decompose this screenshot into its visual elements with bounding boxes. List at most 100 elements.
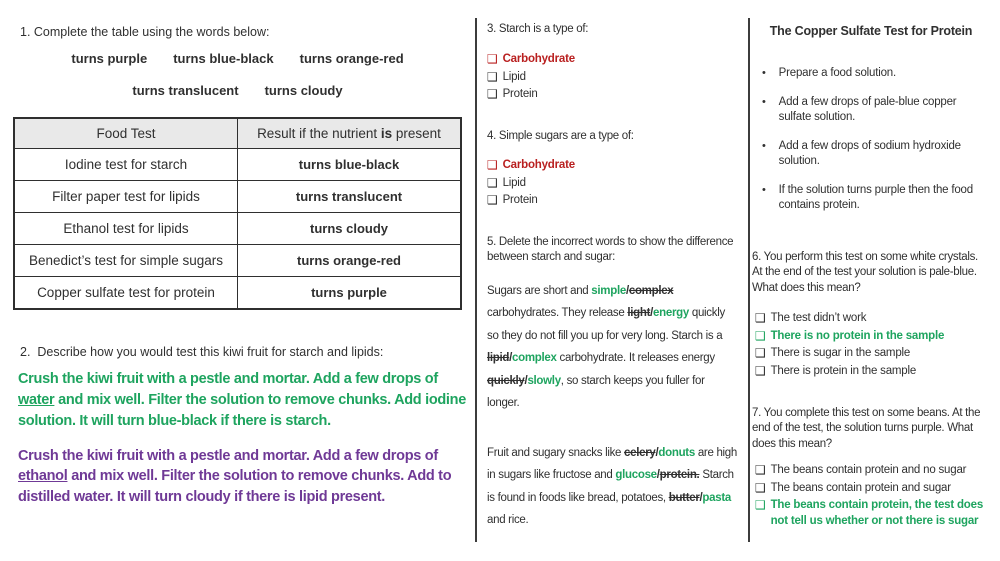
text-segment: light [627, 307, 651, 320]
bullet-icon: • [762, 67, 766, 79]
checkbox-icon: ❑ [755, 311, 766, 325]
text-segment: / [656, 469, 660, 482]
checkbox-option-label: Lipid [502, 70, 527, 83]
text-segment: carbohydrate. It releases energy [556, 352, 716, 365]
text-segment: / [509, 352, 513, 365]
table-header-food-test: Food Test [13, 117, 238, 149]
text-segment: pasta [702, 491, 731, 504]
checkbox-option: ❑ There is protein in the sample [755, 364, 990, 380]
checkbox-option-label: Carbohydrate [502, 53, 576, 65]
checkbox-icon: ❑ [755, 498, 766, 513]
text-segment: and mix well. Filter the solution to rem… [18, 468, 452, 505]
checkbox-icon: ❑ [487, 158, 498, 172]
bullet-text: If the solution turns purple then the fo… [778, 183, 973, 212]
q5-paragraph-2: Fruit and sugary snacks like celery/donu… [487, 442, 739, 532]
checkbox-option: ❑ The test didn’t work [755, 311, 990, 327]
text-segment: Crush the kiwi fruit with a pestle and m… [18, 448, 438, 464]
q5-paragraph-1: Sugars are short and simple/complex carb… [487, 280, 739, 415]
checkbox-icon: ❑ [755, 463, 766, 477]
word-bank-item: turns purple [71, 51, 148, 66]
bullet-item: • Add a few drops of sodium hydroxide sol… [762, 139, 988, 170]
table-cell-result: turns translucent [237, 180, 462, 213]
word-bank-item: turns orange-red [299, 51, 404, 66]
bullet-item: • Prepare a food solution. [762, 66, 988, 82]
checkbox-icon: ❑ [755, 328, 766, 343]
bullet-icon: • [762, 183, 766, 196]
protein-panel-bullets: • Prepare a food solution. • Add a few drop… [762, 66, 988, 227]
text-segment: Fruit and sugary snacks like [487, 447, 625, 459]
table-row: Copper sulfate test for protein turns pur… [13, 276, 462, 310]
checkbox-option: ❑ There is no protein in the sample [755, 329, 990, 345]
q7-prompt: 7. You complete this test on some beans.… [752, 407, 981, 450]
text-segment: energy [653, 307, 689, 320]
table-cell-food-test: Copper sulfate test for protein [13, 276, 238, 310]
q2-answer-starch: Crush the kiwi fruit with a pestle and m… [18, 369, 470, 432]
q4-options: ❑ Carbohydrate ❑ Lipid ❑ Protein [487, 158, 737, 211]
text-segment: present [392, 126, 441, 141]
table-body: Iodine test for starch turns blue-black Fi… [13, 148, 462, 310]
q1-prompt: 1. Complete the table using the words be… [20, 25, 270, 39]
table-cell-food-test: Benedict’s test for simple sugars [13, 244, 238, 277]
column-divider-left [475, 18, 477, 542]
table-header-row: Food Test Result if the nutrient is pres… [13, 117, 462, 149]
text-segment: , so starch keeps you fuller for longer. [487, 374, 705, 410]
text-segment: and mix well. Filter the solution to rem… [18, 392, 466, 430]
table-row: Iodine test for starch turns blue-black [13, 148, 462, 181]
q3-options: ❑ Carbohydrate ❑ Lipid ❑ Protein [487, 52, 737, 105]
text-segment: complex [512, 352, 557, 365]
text-segment: celery [624, 447, 656, 459]
checkbox-option-label: Carbohydrate [502, 159, 576, 171]
protein-panel-title: The Copper Sulfate Test for Protein [769, 24, 973, 38]
checkbox-icon: ❑ [755, 363, 766, 378]
text-segment: Result if the nutrient [257, 126, 381, 141]
bullet-item: • If the solution turns purple then the f… [762, 183, 988, 214]
checkbox-option-label: The beans contain protein, the test does… [770, 499, 984, 527]
checkbox-option: ❑ There is sugar in the sample [755, 346, 990, 362]
checkbox-option: ❑ Protein [487, 87, 737, 103]
text-segment: / [655, 447, 659, 459]
q6-options: ❑ The test didn’t work ❑ There is no protei… [755, 311, 990, 381]
text-segment: Sugars are short and [487, 285, 592, 297]
text-segment: donuts [658, 447, 695, 459]
bullet-icon: • [762, 139, 766, 152]
text-segment: water [18, 392, 55, 409]
checkbox-icon: ❑ [755, 480, 766, 495]
text-segment: / [524, 374, 528, 387]
table-cell-result: turns cloudy [237, 212, 462, 245]
text-segment: carbohydrates. They release [487, 307, 628, 320]
bullet-item: • Add a few drops of pale-blue copper sul… [762, 95, 988, 126]
checkbox-icon: ❑ [487, 69, 498, 84]
checkbox-option: ❑ Lipid [487, 176, 737, 192]
text-segment: are high in sugars like fructose and [487, 447, 737, 482]
checkbox-icon: ❑ [487, 52, 498, 66]
checkbox-icon: ❑ [487, 175, 498, 190]
text-segment: lipid [487, 352, 510, 365]
text-segment: quickly [487, 374, 525, 387]
table-cell-result: turns purple [237, 276, 462, 310]
q7-options: ❑ The beans contain protein and no sugar ❑… [755, 463, 990, 531]
checkbox-icon: ❑ [755, 346, 766, 361]
checkbox-option: ❑ Lipid [487, 70, 737, 86]
text-segment: ethanol [18, 468, 68, 485]
bullet-text: Prepare a food solution. [778, 67, 897, 79]
q2-answer-lipid: Crush the kiwi fruit with a pestle and m… [18, 446, 470, 507]
checkbox-option: ❑ The beans contain protein, the test doe… [755, 498, 990, 529]
checkbox-option-label: Lipid [502, 176, 527, 189]
table-row: Ethanol test for lipids turns cloudy [13, 212, 462, 245]
q1-word-bank-line1: turns purple turns blue-black turns oran… [13, 51, 462, 66]
text-segment: Starch is found in foods like bread, pot… [487, 469, 734, 504]
text-segment: slowly [527, 374, 561, 387]
text-segment: and rice. [487, 514, 529, 527]
table-row: Filter paper test for lipids turns transl… [13, 180, 462, 213]
table-cell-food-test: Filter paper test for lipids [13, 180, 238, 213]
table-header-result: Result if the nutrient is present [237, 117, 462, 149]
text-segment: is [380, 126, 393, 141]
word-bank-item: turns translucent [132, 83, 239, 98]
bullet-text: Add a few drops of sodium hydroxide solu… [778, 139, 961, 168]
checkbox-option-label: There is no protein in the sample [770, 329, 945, 342]
checkbox-option-label: Protein [502, 88, 538, 101]
checkbox-option: ❑ The beans contain protein and sugar [755, 481, 990, 497]
text-segment: glucose [615, 469, 657, 482]
table-row: Benedict’s test for simple sugars turns o… [13, 244, 462, 277]
